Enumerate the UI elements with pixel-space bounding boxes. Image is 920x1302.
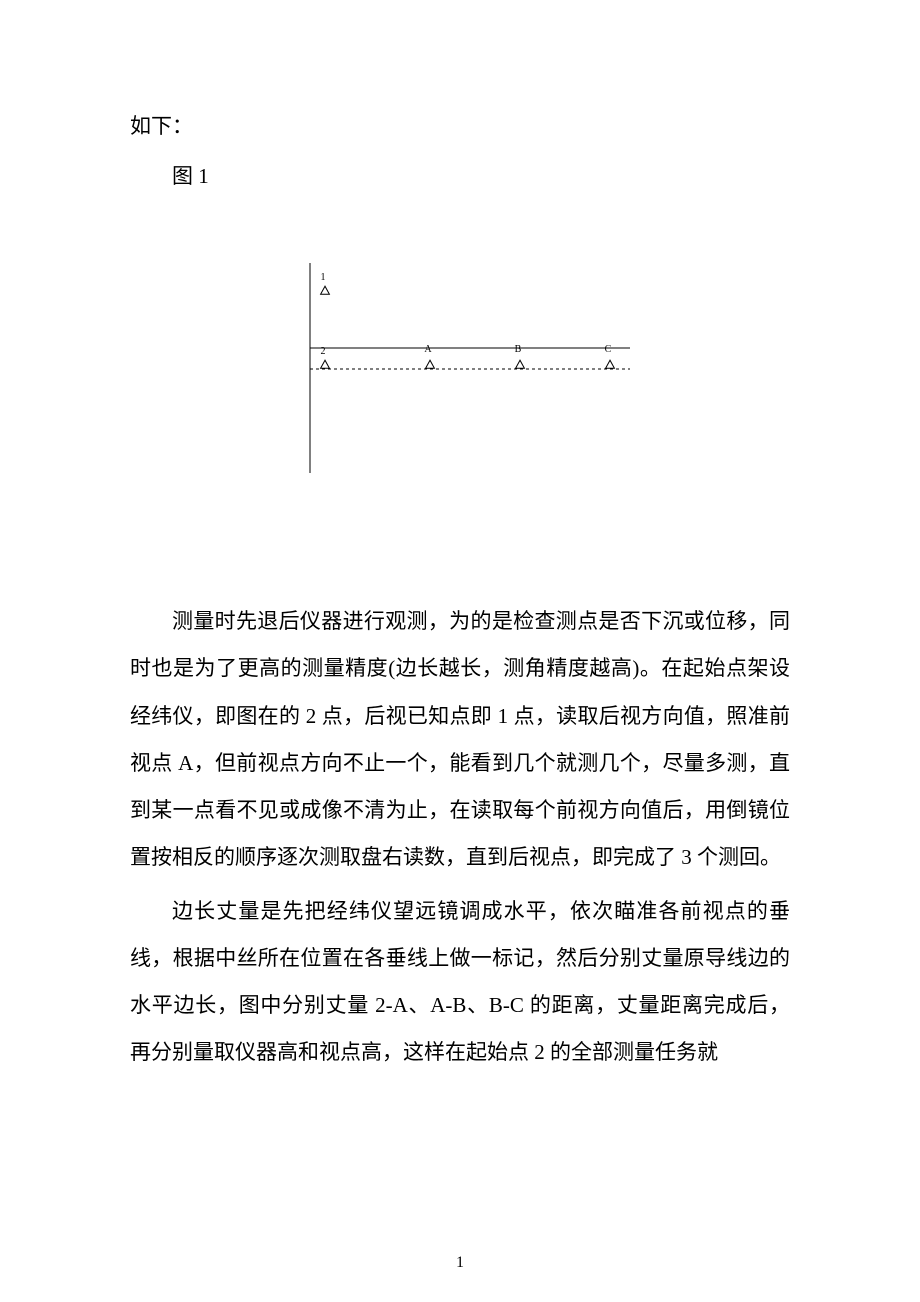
svg-text:1: 1: [321, 272, 326, 283]
paragraph-1: 测量时先退后仪器进行观测，为的是检查测点是否下沉或位移，同时也是为了更高的测量精…: [130, 598, 790, 882]
page-number: 1: [0, 1254, 920, 1272]
figure-1-diagram: 1 2 A B C: [130, 253, 790, 488]
paragraph-2: 边长丈量是先把经纬仪望远镜调成水平，依次瞄准各前视点的垂线，根据中丝所在位置在各…: [130, 888, 790, 1077]
intro-line: 如下：: [130, 110, 790, 144]
survey-diagram-svg: 1 2 A B C: [280, 253, 640, 483]
svg-text:C: C: [605, 344, 612, 355]
svg-text:2: 2: [321, 346, 326, 357]
svg-text:A: A: [424, 344, 432, 355]
document-page: 如下： 图 1 1 2 A B C 测量时先退后仪器进行观测，为的是检查测点是否下沉或位…: [0, 0, 920, 1302]
figure-label: 图 1: [130, 160, 790, 194]
svg-text:B: B: [515, 344, 522, 355]
